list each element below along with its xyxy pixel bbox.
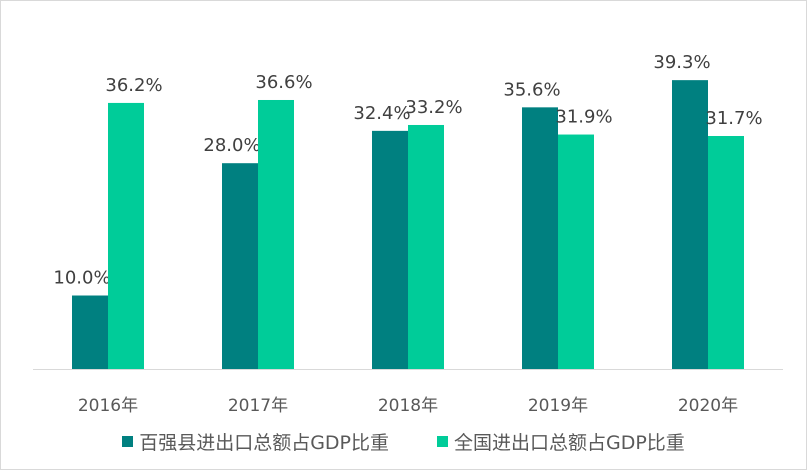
data-label: 10.0%	[53, 268, 110, 289]
x-tick-label: 2018年	[378, 396, 438, 416]
bar-chart: 10.0% 36.2% 2016年 28.0% 36.6% 2017年 32.4%33.2%…	[33, 52, 783, 416]
x-tick-label: 2019年	[528, 396, 588, 416]
data-label: 28.0%	[203, 135, 260, 156]
x-tick-label: 2017年	[228, 396, 288, 416]
bar-county-2019年	[522, 107, 558, 369]
legend-swatch-national	[437, 436, 448, 447]
legend-label-county: 百强县进出口总额占GDP比重	[139, 432, 389, 454]
legend-item-county: 百强县进出口总额占GDP比重	[122, 428, 389, 455]
data-label: 36.6%	[255, 72, 312, 93]
data-label: 33.2%	[405, 97, 462, 118]
legend: 百强县进出口总额占GDP比重 全国进出口总额占GDP比重	[0, 428, 807, 455]
bar-national-2020年	[708, 136, 744, 369]
legend-label-national: 全国进出口总额占GDP比重	[454, 432, 685, 454]
x-tick-label: 2020年	[678, 396, 738, 416]
bar-national-2017年	[258, 99, 294, 370]
data-label: 36.2%	[105, 75, 162, 96]
bar-county-2016年	[72, 295, 108, 369]
bar-national-2019年	[558, 134, 594, 369]
bar-county-2020年	[672, 80, 708, 370]
data-label: 31.9%	[555, 107, 612, 128]
bar-national-2016年	[108, 102, 144, 370]
data-label: 31.7%	[705, 108, 762, 129]
data-label: 35.6%	[503, 79, 560, 100]
data-label: 32.4%	[353, 103, 410, 124]
legend-item-national: 全国进出口总额占GDP比重	[437, 428, 685, 455]
bar-county-2017年	[222, 163, 258, 369]
data-label: 39.3%	[653, 52, 710, 73]
x-tick-label: 2016年	[78, 396, 138, 416]
bar-national-2018年	[408, 124, 444, 369]
bar-county-2018年	[372, 130, 408, 369]
legend-swatch-county	[122, 436, 134, 447]
